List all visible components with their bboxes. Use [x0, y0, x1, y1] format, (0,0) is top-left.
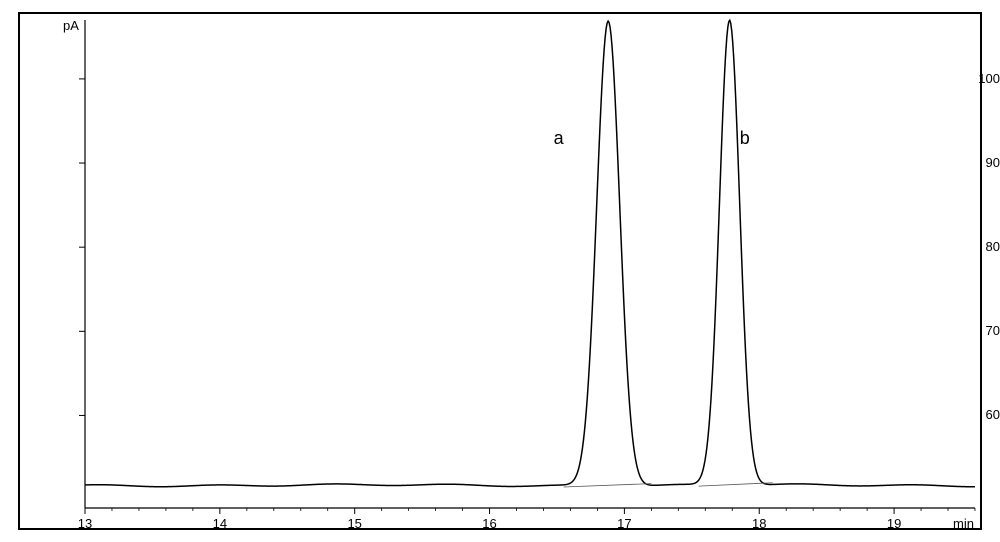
y-tick-label: 90 [927, 155, 1000, 170]
plot-svg [0, 0, 1000, 542]
peak-label-a: a [554, 128, 564, 149]
peak-label-b: b [740, 128, 750, 149]
x-axis-unit: min [953, 516, 974, 531]
y-axis-unit: pA [63, 18, 79, 33]
x-tick-label: 18 [744, 516, 774, 531]
y-tick-label: 70 [927, 323, 1000, 338]
y-tick-label: 60 [927, 407, 1000, 422]
x-tick-label: 16 [475, 516, 505, 531]
x-tick-label: 13 [70, 516, 100, 531]
x-tick-label: 19 [879, 516, 909, 531]
x-tick-label: 17 [609, 516, 639, 531]
x-tick-label: 15 [340, 516, 370, 531]
y-tick-label: 100 [927, 71, 1000, 86]
chromatogram-plot [0, 0, 1000, 542]
x-tick-label: 14 [205, 516, 235, 531]
y-tick-label: 80 [927, 239, 1000, 254]
